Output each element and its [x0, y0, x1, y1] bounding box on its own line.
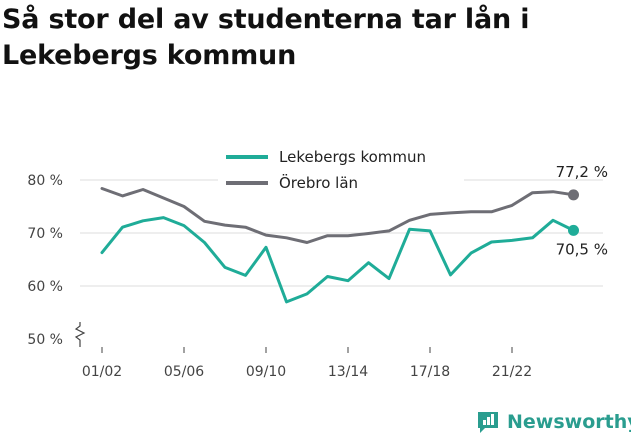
series-end-point-1	[568, 189, 579, 201]
y-tick-label: 80 %	[27, 173, 63, 189]
y-tick-label: 60 %	[27, 279, 63, 295]
series-end-label-1: 77,2 %	[556, 163, 608, 181]
axis-break-marker	[74, 322, 86, 347]
newsworthy-logo[interactable]: Newsworthy	[475, 407, 631, 437]
legend-label: Lekebergs kommun	[279, 148, 426, 166]
series-end-label-0: 70,5 %	[556, 240, 608, 258]
chat-bar-chart-icon	[478, 412, 498, 433]
x-tick-label: 01/02	[82, 364, 122, 380]
y-tick-label: 70 %	[27, 226, 63, 242]
x-tick-label: 13/14	[328, 364, 368, 380]
x-tick-label: 05/06	[164, 364, 204, 380]
y-tick-label: 50 %	[27, 332, 63, 348]
legend-background	[218, 145, 464, 197]
legend: Lekebergs kommun Örebro län	[218, 145, 464, 197]
x-tick-label: 21/22	[492, 364, 532, 380]
series-end-point-0	[568, 224, 579, 236]
x-tick-label: 17/18	[410, 364, 450, 380]
series-line-1	[100, 187, 575, 244]
x-tick-label: 09/10	[246, 364, 286, 380]
legend-label: Örebro län	[279, 173, 358, 192]
brand-name: Newsworthy	[507, 411, 631, 433]
chart-title: Så stor del av studenterna tar lån i Lek…	[2, 4, 530, 71]
series-line-0	[100, 216, 575, 304]
